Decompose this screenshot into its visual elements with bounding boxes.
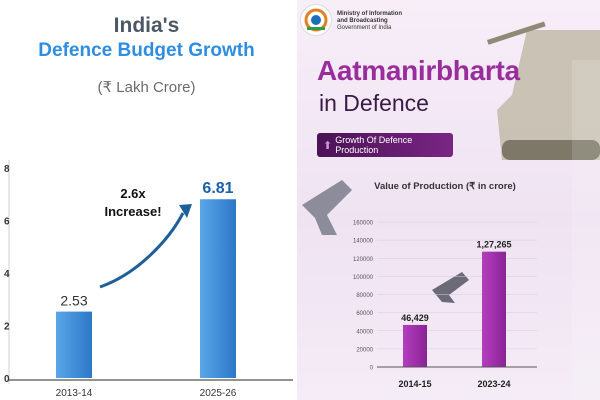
growth-arrowhead-icon xyxy=(179,204,192,218)
budget-unit-label: (₹ Lakh Crore) xyxy=(97,79,196,96)
panel-divider xyxy=(293,0,297,400)
production-y-tick-label: 40000 xyxy=(356,329,373,335)
production-y-tick-label: 140000 xyxy=(353,239,374,245)
budget-bar-value-label: 6.81 xyxy=(202,180,233,197)
in-defence-subtitle: in Defence xyxy=(319,90,429,116)
production-bar xyxy=(403,324,427,367)
production-chart-title: Value of Production (₹ in crore) xyxy=(374,181,516,192)
pib-logo-shape xyxy=(304,8,328,32)
fighter-jet-icon xyxy=(302,180,352,235)
budget-title-line1: India's xyxy=(113,14,180,37)
ministry-label: Ministry of Information and Broadcasting… xyxy=(337,11,447,32)
pib-logo-icon xyxy=(300,4,332,36)
decorative-background xyxy=(302,21,600,400)
budget-bar-value-label: 2.53 xyxy=(60,293,87,309)
budget-bar xyxy=(200,199,236,378)
production-y-tick-label: 120000 xyxy=(353,257,374,263)
production-bar-chart: Value of Production (₹ in crore) 0 20000 4… xyxy=(353,181,537,389)
growth-arrow-icon xyxy=(99,212,185,289)
up-arrow-icon: ⬆ xyxy=(323,139,333,152)
budget-y-tick-label: 4 xyxy=(4,269,10,280)
production-y-tick-label: 80000 xyxy=(356,293,373,299)
production-bar-value-label: 46,429 xyxy=(401,313,429,323)
ministry-line2: and Broadcasting xyxy=(337,18,388,24)
tank-barrel-icon xyxy=(486,21,546,45)
light-streak xyxy=(572,60,600,400)
production-y-tick-label: 0 xyxy=(370,366,374,372)
ministry-line1: Ministry of Information xyxy=(337,11,402,17)
production-category-label: 2014-15 xyxy=(398,379,431,389)
production-y-tick-label: 20000 xyxy=(356,347,373,353)
budget-title-line2: Defence Budget Growth xyxy=(38,40,255,61)
growth-annotation-line1: 2.6x xyxy=(120,186,146,201)
production-bar xyxy=(482,251,506,367)
budget-category-label: 2013-14 xyxy=(56,388,93,399)
growth-production-label: Growth Of Defence Production xyxy=(335,135,413,155)
production-y-tick-label: 160000 xyxy=(353,221,374,227)
aatmanirbharta-panel: Ministry of Information and Broadcasting… xyxy=(297,0,600,400)
budget-y-tick-label: 0 xyxy=(4,374,10,385)
tank-icon xyxy=(497,30,600,160)
growth-annotation-line2: Increase! xyxy=(104,204,161,219)
aatmanirbharta-title: Aatmanirbharta xyxy=(317,55,520,86)
tank-tracks-icon xyxy=(502,140,600,160)
production-bar-value-label: 1,27,265 xyxy=(476,240,511,250)
small-jet-icon xyxy=(432,272,469,303)
budget-y-tick-label: 8 xyxy=(4,164,10,175)
defence-budget-panel: India's Defence Budget Growth (₹ Lakh Cr… xyxy=(0,0,293,400)
ministry-line3: Government of India xyxy=(337,25,392,31)
budget-bar-chart: 0 2 4 6 8 2.53 2013-14 6.81 2025-26 2.6x Increa… xyxy=(4,160,293,399)
budget-category-label: 2025-26 xyxy=(200,388,237,399)
production-y-tick-label: 60000 xyxy=(356,311,373,317)
growth-production-pill: ⬆ Growth Of Defence Production xyxy=(317,133,453,157)
budget-y-tick-label: 2 xyxy=(4,322,10,333)
budget-bar xyxy=(56,311,92,378)
production-y-tick-label: 100000 xyxy=(353,275,374,281)
production-category-label: 2023-24 xyxy=(477,379,510,389)
budget-y-tick-label: 6 xyxy=(4,217,10,228)
